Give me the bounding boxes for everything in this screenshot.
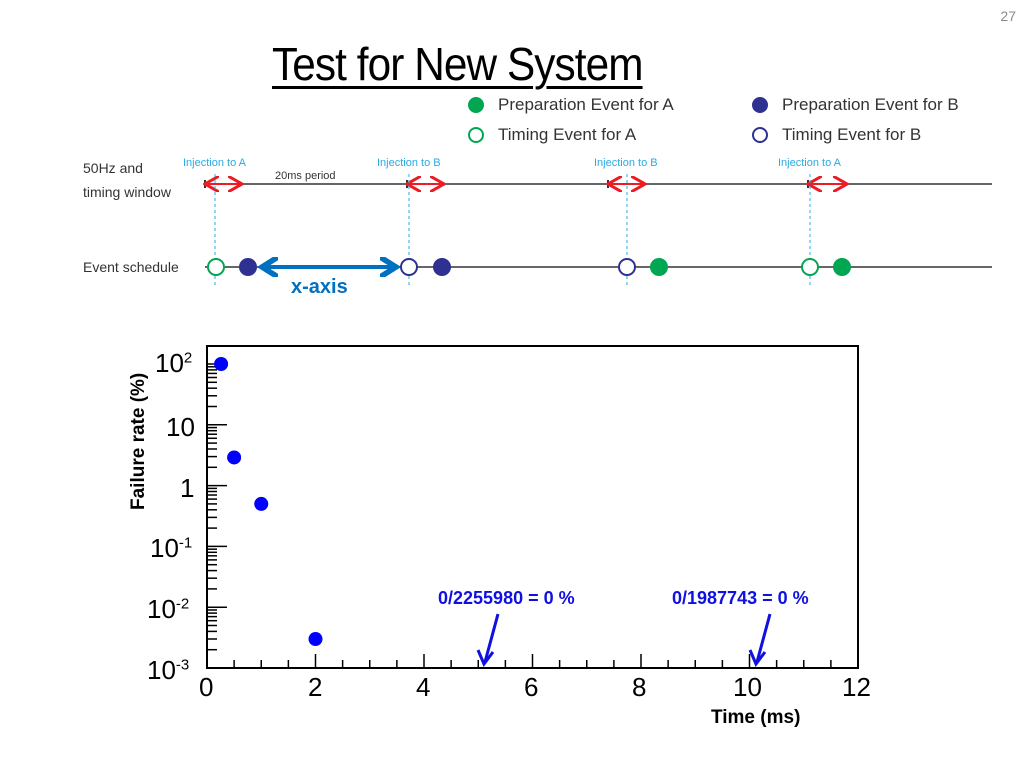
legend-item-timing-a: Timing Event for A (468, 125, 636, 145)
data-point (214, 357, 229, 371)
slide-title: Test for New System (272, 38, 643, 90)
y-tick-label: 10 (166, 412, 195, 442)
injection-label: Injection to A (778, 157, 841, 169)
data-point (227, 450, 242, 465)
y-tick-label: 10-1 (150, 533, 193, 563)
legend-item-timing-b: Timing Event for B (752, 125, 921, 145)
injection-label: Injection to B (377, 157, 441, 169)
x-tick-label: 10 (733, 672, 762, 702)
x-tick-label: 6 (524, 672, 539, 702)
annotation-5ms: 0/2255980 = 0 % (438, 588, 575, 608)
label-line: timing window (83, 184, 171, 200)
y-tick-label: 1 (180, 473, 195, 503)
y-axis-label: Failure rate (%) (128, 372, 149, 510)
data-point (308, 631, 323, 646)
legend-label: Timing Event for A (498, 125, 637, 144)
event-schedule-label: Event schedule (83, 259, 179, 275)
label-line: 50Hz and (83, 160, 143, 176)
period-label: 20ms period (275, 170, 336, 182)
y-tick-label: 10-2 (147, 594, 190, 624)
page-number: 27 (1000, 8, 1016, 24)
injection-label: Injection to A (183, 157, 246, 169)
filled-navy-circle-icon (752, 97, 768, 113)
data-point (254, 496, 269, 511)
legend-item-prep-a: Preparation Event for A (468, 95, 674, 115)
timing-window-label: 50Hz and timing window (83, 156, 171, 204)
injection-label: Injection to B (594, 157, 658, 169)
x-axis-label: Time (ms) (711, 707, 801, 728)
legend-label: Timing Event for B (782, 125, 922, 144)
x-tick-label: 0 (199, 672, 214, 702)
x-tick-label: 12 (842, 672, 871, 702)
x-axis-annotation: x-axis (291, 276, 348, 298)
y-tick-label: 10-3 (147, 655, 190, 685)
annotation-10ms: 0/1987743 = 0 % (672, 588, 809, 608)
hollow-navy-circle-icon (752, 127, 768, 143)
x-tick-label: 2 (308, 672, 323, 702)
legend-label: Preparation Event for B (782, 95, 959, 114)
hollow-green-circle-icon (468, 127, 484, 143)
legend-label: Preparation Event for A (498, 95, 674, 114)
y-tick-label: 102 (155, 348, 193, 378)
filled-green-circle-icon (468, 97, 484, 113)
x-tick-label: 8 (632, 672, 647, 702)
legend-item-prep-b: Preparation Event for B (752, 95, 959, 115)
x-tick-label: 4 (416, 672, 431, 702)
